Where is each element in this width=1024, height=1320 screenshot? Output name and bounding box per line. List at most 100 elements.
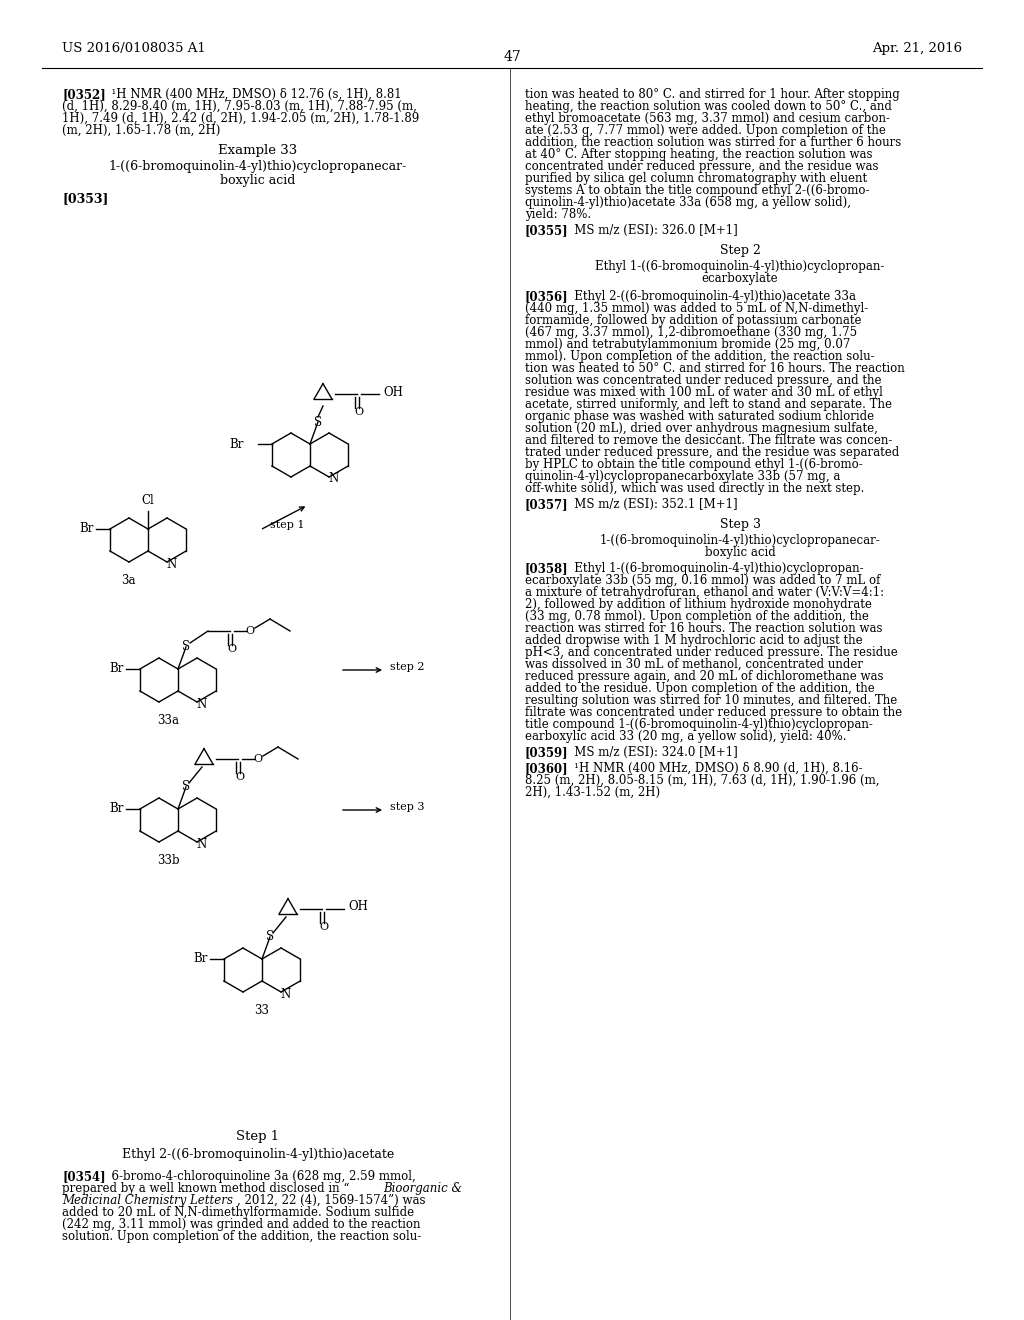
Text: quinolin-4-yl)cyclopropanecarboxylate 33b (57 mg, a: quinolin-4-yl)cyclopropanecarboxylate 33…	[525, 470, 841, 483]
Text: N: N	[196, 837, 206, 850]
Text: [0355]: [0355]	[525, 224, 568, 238]
Text: Step 3: Step 3	[720, 517, 761, 531]
Text: ethyl bromoacetate (563 mg, 3.37 mmol) and cesium carbon-: ethyl bromoacetate (563 mg, 3.37 mmol) a…	[525, 112, 890, 125]
Text: O: O	[236, 772, 245, 781]
Text: OH: OH	[348, 900, 368, 913]
Text: [0358]: [0358]	[525, 562, 568, 576]
Text: , 2012, 22 (4), 1569-1574”) was: , 2012, 22 (4), 1569-1574”) was	[237, 1195, 426, 1206]
Text: 1-((6-bromoquinolin-4-yl)thio)cyclopropanecar-: 1-((6-bromoquinolin-4-yl)thio)cyclopropa…	[109, 160, 408, 173]
Text: (242 mg, 3.11 mmol) was grinded and added to the reaction: (242 mg, 3.11 mmol) was grinded and adde…	[62, 1218, 421, 1232]
Text: [0356]: [0356]	[525, 290, 568, 304]
Text: mmol). Upon completion of the addition, the reaction solu-: mmol). Upon completion of the addition, …	[525, 350, 874, 363]
Text: [0357]: [0357]	[525, 498, 568, 511]
Text: solution. Upon completion of the addition, the reaction solu-: solution. Upon completion of the additio…	[62, 1230, 421, 1243]
Text: Ethyl 1-((6-bromoquinolin-4-yl)thio)cyclopropan-: Ethyl 1-((6-bromoquinolin-4-yl)thio)cycl…	[595, 260, 885, 273]
Text: S: S	[314, 416, 323, 429]
Text: yield: 78%.: yield: 78%.	[525, 209, 591, 220]
Text: Apr. 21, 2016: Apr. 21, 2016	[871, 42, 962, 55]
Text: [0360]: [0360]	[525, 762, 568, 775]
Text: Ethyl 2-((6-bromoquinolin-4-yl)thio)acetate 33a: Ethyl 2-((6-bromoquinolin-4-yl)thio)acet…	[563, 290, 856, 304]
Text: Step 1: Step 1	[237, 1130, 280, 1143]
Text: S: S	[182, 780, 190, 793]
Text: purified by silica gel column chromatography with eluent: purified by silica gel column chromatogr…	[525, 172, 867, 185]
Text: O: O	[354, 407, 364, 417]
Text: Ethyl 2-((6-bromoquinolin-4-yl)thio)acetate: Ethyl 2-((6-bromoquinolin-4-yl)thio)acet…	[122, 1148, 394, 1162]
Text: ¹H NMR (400 MHz, DMSO) δ 8.90 (d, 1H), 8.16-: ¹H NMR (400 MHz, DMSO) δ 8.90 (d, 1H), 8…	[563, 762, 862, 775]
Text: (33 mg, 0.78 mmol). Upon completion of the addition, the: (33 mg, 0.78 mmol). Upon completion of t…	[525, 610, 869, 623]
Text: MS m/z (ESI): 352.1 [M+1]: MS m/z (ESI): 352.1 [M+1]	[563, 498, 737, 511]
Text: 2), followed by addition of lithium hydroxide monohydrate: 2), followed by addition of lithium hydr…	[525, 598, 871, 611]
Text: Cl: Cl	[141, 494, 155, 507]
Text: 3a: 3a	[121, 574, 135, 587]
Text: O: O	[253, 754, 262, 764]
Text: Example 33: Example 33	[218, 144, 298, 157]
Text: S: S	[182, 640, 190, 653]
Text: 47: 47	[503, 50, 521, 63]
Text: concentrated under reduced pressure, and the residue was: concentrated under reduced pressure, and…	[525, 160, 879, 173]
Text: a mixture of tetrahydrofuran, ethanol and water (V:V:V=4:1:: a mixture of tetrahydrofuran, ethanol an…	[525, 586, 884, 599]
Text: N: N	[328, 473, 338, 486]
Text: heating, the reaction solution was cooled down to 50° C., and: heating, the reaction solution was coole…	[525, 100, 892, 114]
Text: MS m/z (ESI): 324.0 [M+1]: MS m/z (ESI): 324.0 [M+1]	[563, 746, 737, 759]
Text: quinolin-4-yl)thio)acetate 33a (658 mg, a yellow solid),: quinolin-4-yl)thio)acetate 33a (658 mg, …	[525, 195, 851, 209]
Text: ecarboxylate 33b (55 mg, 0.16 mmol) was added to 7 mL of: ecarboxylate 33b (55 mg, 0.16 mmol) was …	[525, 574, 881, 587]
Text: 2H), 1.43-1.52 (m, 2H): 2H), 1.43-1.52 (m, 2H)	[525, 785, 660, 799]
Text: (d, 1H), 8.29-8.40 (m, 1H), 7.95-8.03 (m, 1H), 7.88-7.95 (m,: (d, 1H), 8.29-8.40 (m, 1H), 7.95-8.03 (m…	[62, 100, 417, 114]
Text: off-white solid), which was used directly in the next step.: off-white solid), which was used directl…	[525, 482, 864, 495]
Text: added to the residue. Upon completion of the addition, the: added to the residue. Upon completion of…	[525, 682, 874, 696]
Text: tion was heated to 50° C. and stirred for 16 hours. The reaction: tion was heated to 50° C. and stirred fo…	[525, 362, 905, 375]
Text: 8.25 (m, 2H), 8.05-8.15 (m, 1H), 7.63 (d, 1H), 1.90-1.96 (m,: 8.25 (m, 2H), 8.05-8.15 (m, 1H), 7.63 (d…	[525, 774, 880, 787]
Text: tion was heated to 80° C. and stirred for 1 hour. After stopping: tion was heated to 80° C. and stirred fo…	[525, 88, 900, 102]
Text: (m, 2H), 1.65-1.78 (m, 2H): (m, 2H), 1.65-1.78 (m, 2H)	[62, 124, 220, 137]
Text: at 40° C. After stopping heating, the reaction solution was: at 40° C. After stopping heating, the re…	[525, 148, 872, 161]
Text: prepared by a well known method disclosed in “: prepared by a well known method disclose…	[62, 1181, 349, 1195]
Text: (467 mg, 3.37 mmol), 1,2-dibromoethane (330 mg, 1.75: (467 mg, 3.37 mmol), 1,2-dibromoethane (…	[525, 326, 857, 339]
Text: by HPLC to obtain the title compound ethyl 1-((6-bromo-: by HPLC to obtain the title compound eth…	[525, 458, 863, 471]
Text: Br: Br	[110, 803, 124, 816]
Text: addition, the reaction solution was stirred for a further 6 hours: addition, the reaction solution was stir…	[525, 136, 901, 149]
Text: ecarboxylate: ecarboxylate	[701, 272, 778, 285]
Text: Br: Br	[80, 523, 94, 536]
Text: [0359]: [0359]	[525, 746, 568, 759]
Text: solution was concentrated under reduced pressure, and the: solution was concentrated under reduced …	[525, 374, 882, 387]
Text: Step 2: Step 2	[720, 244, 761, 257]
Text: added dropwise with 1 M hydrochloric acid to adjust the: added dropwise with 1 M hydrochloric aci…	[525, 634, 862, 647]
Text: systems A to obtain the title compound ethyl 2-((6-bromo-: systems A to obtain the title compound e…	[525, 183, 869, 197]
Text: N: N	[280, 987, 290, 1001]
Text: [0354]: [0354]	[62, 1170, 105, 1183]
Text: N: N	[166, 557, 176, 570]
Text: [0353]: [0353]	[62, 191, 109, 205]
Text: Br: Br	[194, 953, 208, 965]
Text: Bioorganic &: Bioorganic &	[383, 1181, 462, 1195]
Text: 6-bromo-4-chloroquinoline 3a (628 mg, 2.59 mmol,: 6-bromo-4-chloroquinoline 3a (628 mg, 2.…	[104, 1170, 416, 1183]
Text: 33a: 33a	[157, 714, 179, 727]
Text: boxylic acid: boxylic acid	[705, 546, 775, 558]
Text: O: O	[319, 921, 329, 932]
Text: filtrate was concentrated under reduced pressure to obtain the: filtrate was concentrated under reduced …	[525, 706, 902, 719]
Text: pH<3, and concentrated under reduced pressure. The residue: pH<3, and concentrated under reduced pre…	[525, 645, 898, 659]
Text: Medicinal Chemistry Letters: Medicinal Chemistry Letters	[62, 1195, 232, 1206]
Text: 1H), 7.49 (d, 1H), 2.42 (d, 2H), 1.94-2.05 (m, 2H), 1.78-1.89: 1H), 7.49 (d, 1H), 2.42 (d, 2H), 1.94-2.…	[62, 112, 419, 125]
Text: N: N	[196, 697, 206, 710]
Text: (440 mg, 1.35 mmol) was added to 5 mL of N,N-dimethyl-: (440 mg, 1.35 mmol) was added to 5 mL of…	[525, 302, 868, 315]
Text: [0352]: [0352]	[62, 88, 105, 102]
Text: added to 20 mL of N,N-dimethylformamide. Sodium sulfide: added to 20 mL of N,N-dimethylformamide.…	[62, 1206, 414, 1218]
Text: S: S	[266, 931, 274, 944]
Text: step 1: step 1	[270, 520, 304, 531]
Text: formamide, followed by addition of potassium carbonate: formamide, followed by addition of potas…	[525, 314, 861, 327]
Text: Ethyl 1-((6-bromoquinolin-4-yl)thio)cyclopropan-: Ethyl 1-((6-bromoquinolin-4-yl)thio)cycl…	[563, 562, 863, 576]
Text: residue was mixed with 100 mL of water and 30 mL of ethyl: residue was mixed with 100 mL of water a…	[525, 385, 883, 399]
Text: O: O	[227, 644, 237, 653]
Text: reduced pressure again, and 20 mL of dichloromethane was: reduced pressure again, and 20 mL of dic…	[525, 671, 884, 682]
Text: Br: Br	[110, 663, 124, 676]
Text: step 3: step 3	[390, 803, 425, 812]
Text: step 2: step 2	[390, 663, 425, 672]
Text: earboxylic acid 33 (20 mg, a yellow solid), yield: 40%.: earboxylic acid 33 (20 mg, a yellow soli…	[525, 730, 847, 743]
Text: 33: 33	[255, 1005, 269, 1016]
Text: 1-((6-bromoquinolin-4-yl)thio)cyclopropanecar-: 1-((6-bromoquinolin-4-yl)thio)cyclopropa…	[600, 535, 881, 546]
Text: mmol) and tetrabutylammonium bromide (25 mg, 0.07: mmol) and tetrabutylammonium bromide (25…	[525, 338, 850, 351]
Text: ¹H NMR (400 MHz, DMSO) δ 12.76 (s, 1H), 8.81: ¹H NMR (400 MHz, DMSO) δ 12.76 (s, 1H), …	[104, 88, 401, 102]
Text: and filtered to remove the desiccant. The filtrate was concen-: and filtered to remove the desiccant. Th…	[525, 434, 892, 447]
Text: 33b: 33b	[157, 854, 179, 867]
Text: acetate, stirred uniformly, and left to stand and separate. The: acetate, stirred uniformly, and left to …	[525, 399, 892, 411]
